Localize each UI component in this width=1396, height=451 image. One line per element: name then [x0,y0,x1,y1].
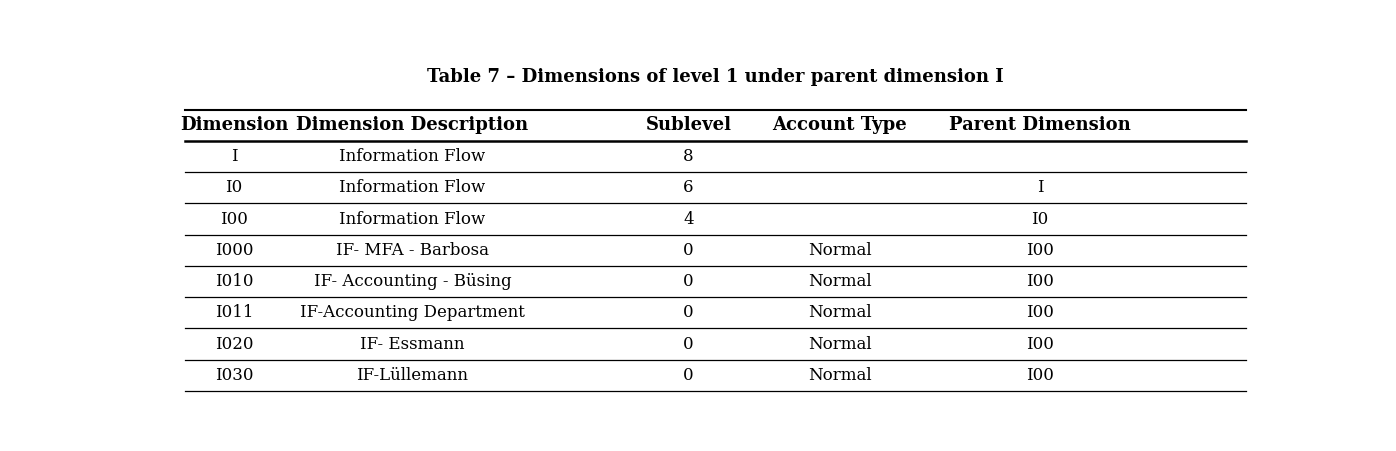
Text: Information Flow: Information Flow [339,211,486,228]
Text: Parent Dimension: Parent Dimension [949,116,1131,134]
Text: I: I [230,148,237,165]
Text: 0: 0 [683,242,694,259]
Text: I: I [1037,179,1043,196]
Text: IF- Accounting - Büsing: IF- Accounting - Büsing [314,273,511,290]
Text: I020: I020 [215,336,253,353]
Text: Sublevel: Sublevel [645,116,732,134]
Text: Table 7 – Dimensions of level 1 under parent dimension I: Table 7 – Dimensions of level 1 under pa… [427,68,1004,86]
Text: 6: 6 [683,179,694,196]
Text: I00: I00 [1026,367,1054,384]
Text: Normal: Normal [808,304,871,321]
Text: Information Flow: Information Flow [339,179,486,196]
Text: Information Flow: Information Flow [339,148,486,165]
Text: I030: I030 [215,367,253,384]
Text: I000: I000 [215,242,253,259]
Text: IF- Essmann: IF- Essmann [360,336,465,353]
Text: IF-Accounting Department: IF-Accounting Department [300,304,525,321]
Text: 8: 8 [683,148,694,165]
Text: Dimension Description: Dimension Description [296,116,529,134]
Text: I011: I011 [215,304,253,321]
Text: IF- MFA - Barbosa: IF- MFA - Barbosa [336,242,489,259]
Text: I00: I00 [1026,273,1054,290]
Text: 0: 0 [683,367,694,384]
Text: Normal: Normal [808,367,871,384]
Text: I010: I010 [215,273,253,290]
Text: I00: I00 [221,211,248,228]
Text: Normal: Normal [808,336,871,353]
Text: 0: 0 [683,304,694,321]
Text: I00: I00 [1026,304,1054,321]
Text: 4: 4 [683,211,694,228]
Text: IF-Lüllemann: IF-Lüllemann [356,367,469,384]
Text: Normal: Normal [808,273,871,290]
Text: 0: 0 [683,273,694,290]
Text: Account Type: Account Type [772,116,907,134]
Text: 0: 0 [683,336,694,353]
Text: Dimension: Dimension [180,116,288,134]
Text: Normal: Normal [808,242,871,259]
Text: I00: I00 [1026,242,1054,259]
Text: I0: I0 [225,179,243,196]
Text: I00: I00 [1026,336,1054,353]
Text: I0: I0 [1032,211,1048,228]
